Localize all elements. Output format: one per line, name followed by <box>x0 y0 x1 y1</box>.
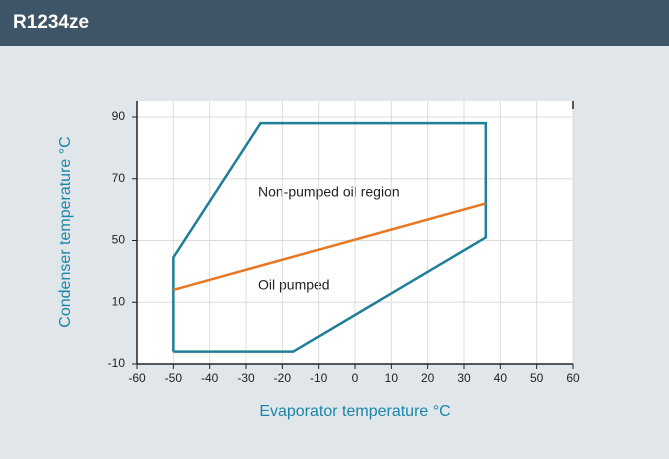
y-tick-label: 70 <box>112 171 126 185</box>
x-tick-label: -40 <box>201 371 219 385</box>
x-axis-label: Evaporator temperature °C <box>259 403 450 420</box>
x-tick-label: 10 <box>385 371 399 385</box>
y-tick-label: 50 <box>112 233 126 247</box>
y-tick-label: 90 <box>112 109 126 123</box>
y-tick-label: 10 <box>112 294 126 308</box>
chart: Non-pumped oil region Oil pumped Evapora… <box>57 101 580 420</box>
x-tick-label: 30 <box>457 371 471 385</box>
y-tick-label: -10 <box>108 356 126 370</box>
x-tick-label: -30 <box>237 371 255 385</box>
x-tick-label: -10 <box>310 371 328 385</box>
x-tick-label: -60 <box>128 371 146 385</box>
series-line <box>172 121 488 353</box>
series-line <box>173 202 487 292</box>
annotation: Non-pumped oil region <box>258 184 400 200</box>
header-title: R1234ze <box>0 0 669 46</box>
x-tick-label: 20 <box>421 371 435 385</box>
y-axis-label: Condenser temperature °C <box>57 136 74 327</box>
annotation: Oil pumped <box>258 277 330 293</box>
x-tick-label: 50 <box>530 371 544 385</box>
x-tick-label: -50 <box>165 371 183 385</box>
x-tick-label: 40 <box>494 371 508 385</box>
x-tick-label: 60 <box>566 371 580 385</box>
x-tick-label: 0 <box>352 371 359 385</box>
x-tick-label: -20 <box>274 371 292 385</box>
